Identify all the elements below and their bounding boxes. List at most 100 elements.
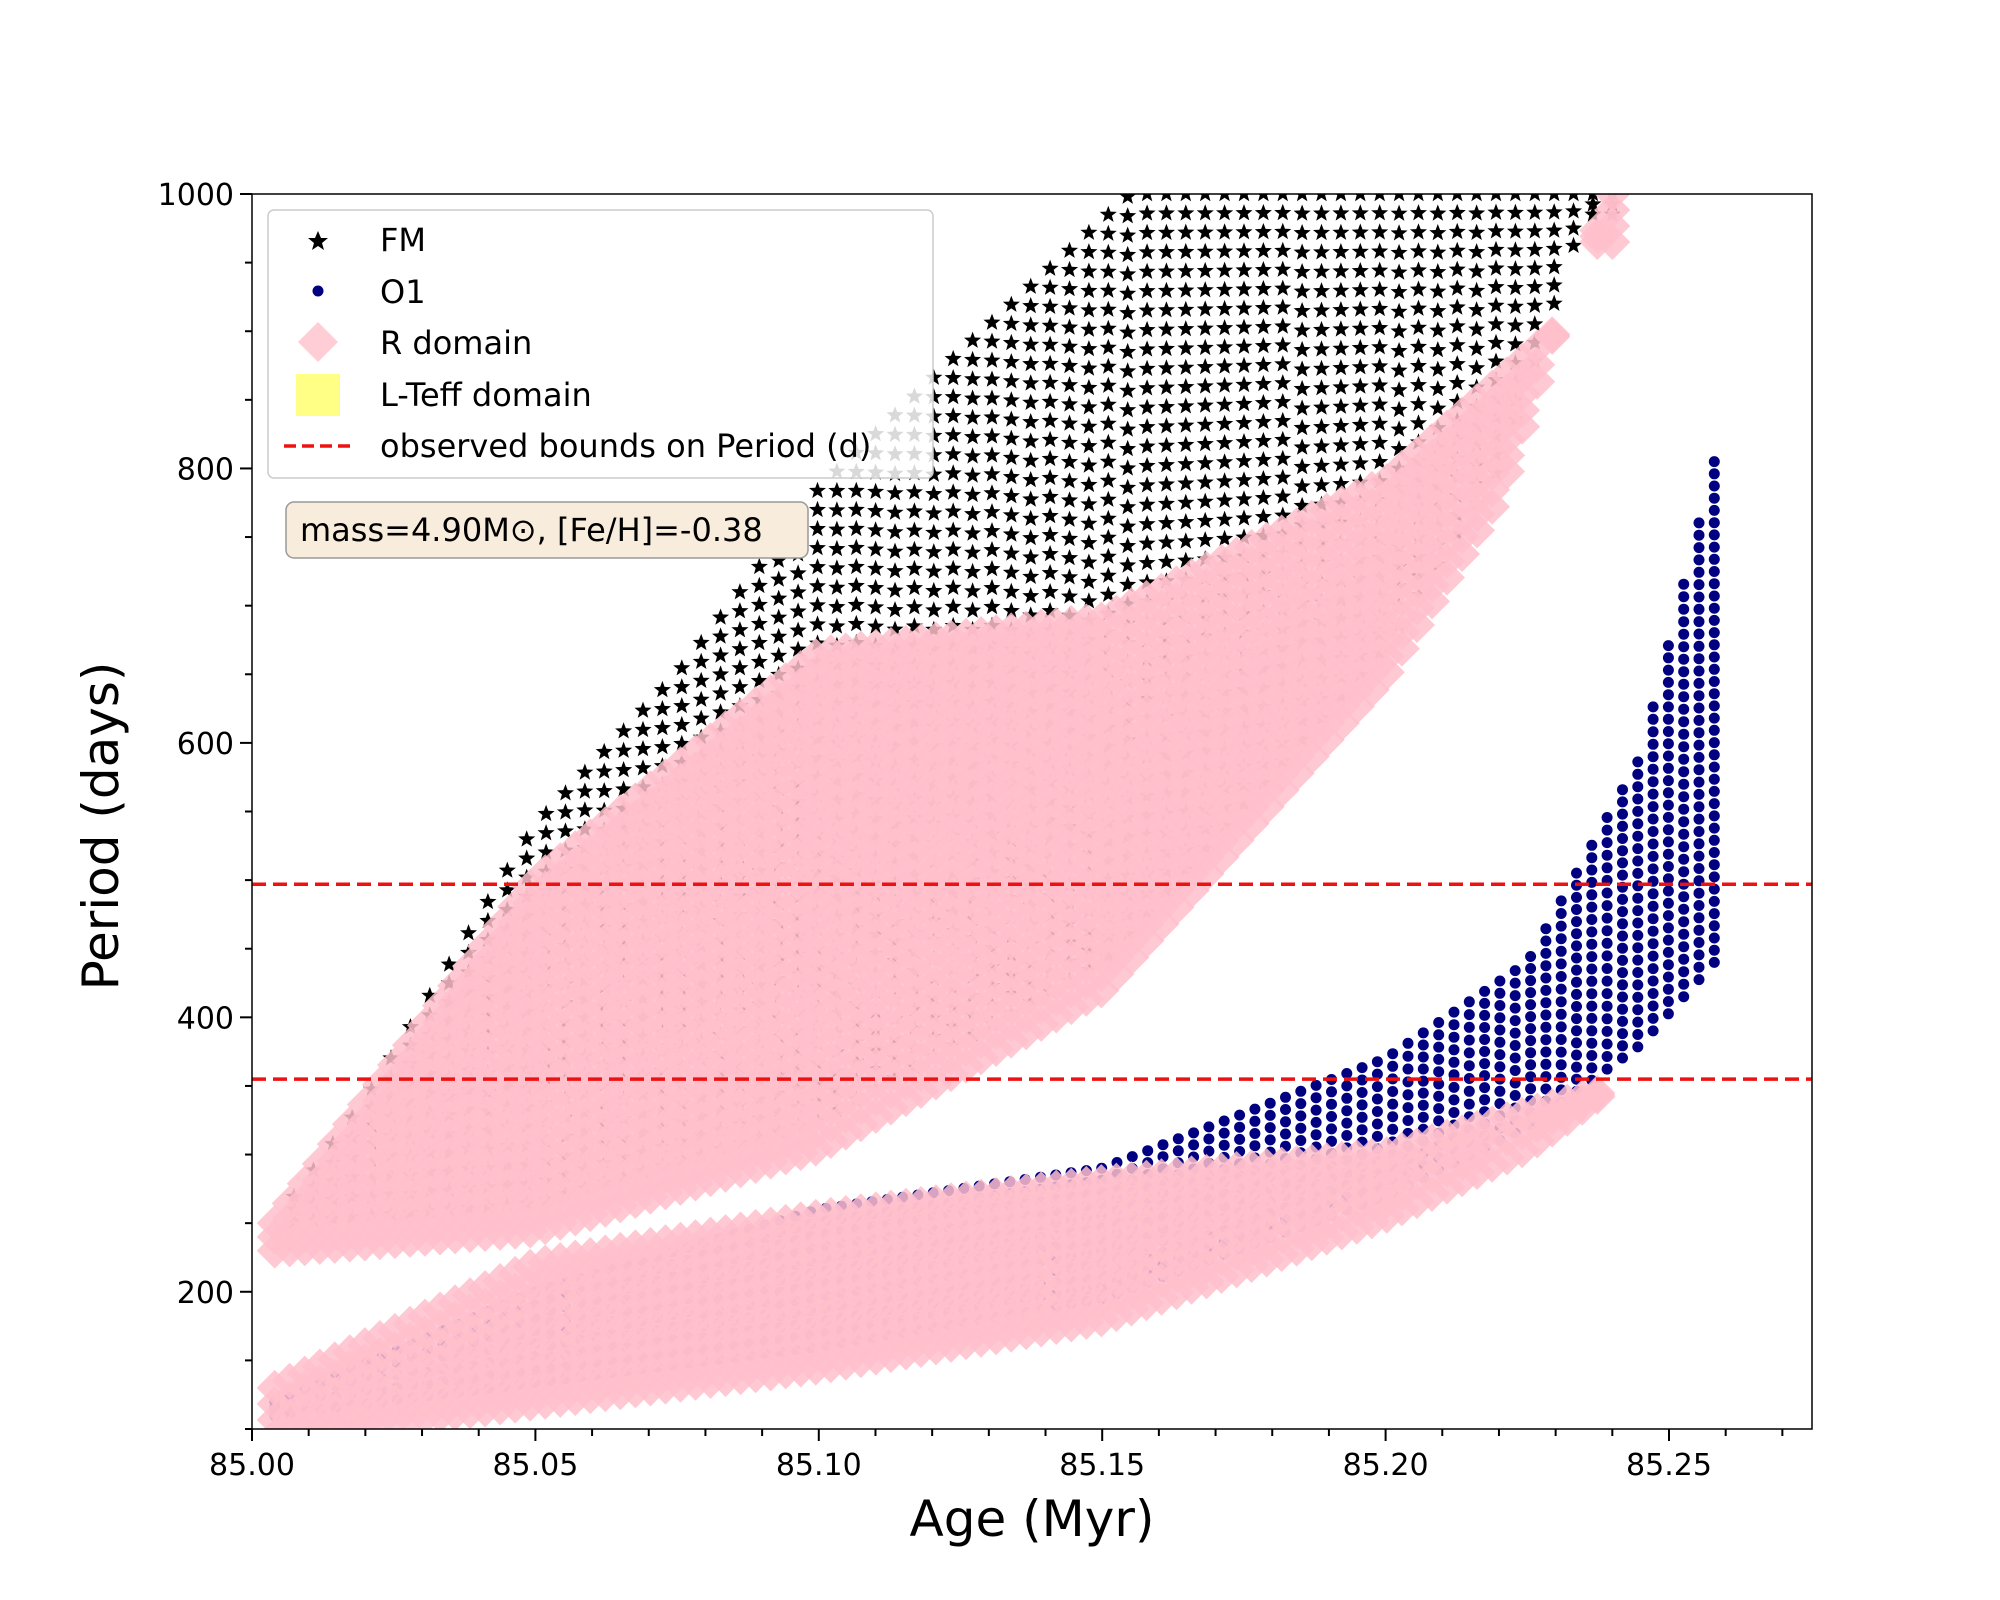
o1-circle-marker bbox=[1662, 873, 1674, 885]
o1-circle-marker bbox=[1601, 900, 1613, 912]
fm-star-marker bbox=[1022, 548, 1040, 565]
o1-circle-marker bbox=[1249, 1140, 1261, 1152]
o1-circle-marker bbox=[1708, 700, 1720, 712]
fm-star-marker bbox=[1526, 296, 1544, 313]
o1-circle-marker bbox=[1693, 739, 1705, 751]
fm-star-marker bbox=[1313, 301, 1331, 318]
o1-circle-marker bbox=[1218, 1115, 1230, 1127]
o1-circle-marker bbox=[1647, 763, 1659, 775]
fm-star-marker bbox=[1080, 592, 1098, 609]
o1-circle-marker bbox=[1295, 1135, 1307, 1146]
o1-circle-marker bbox=[1708, 663, 1720, 675]
o1-circle-marker bbox=[1693, 887, 1705, 899]
fm-star-marker bbox=[983, 351, 1001, 368]
o1-circle-marker bbox=[1264, 1134, 1276, 1146]
fm-star-marker bbox=[1409, 204, 1427, 221]
fm-star-marker bbox=[1429, 302, 1447, 319]
o1-circle-marker bbox=[1433, 1103, 1445, 1115]
fm-star-marker bbox=[1041, 468, 1059, 486]
fm-star-marker bbox=[1022, 490, 1040, 507]
o1-circle-marker bbox=[1708, 785, 1720, 797]
fm-star-marker bbox=[770, 570, 788, 587]
o1-circle-marker bbox=[1662, 996, 1674, 1007]
o1-circle-marker bbox=[1509, 1002, 1521, 1014]
o1-circle-marker bbox=[1509, 1040, 1521, 1051]
fm-star-marker bbox=[847, 500, 865, 518]
o1-circle-marker bbox=[1647, 938, 1659, 950]
o1-circle-marker bbox=[1708, 639, 1720, 651]
fm-star-marker bbox=[944, 540, 962, 557]
o1-circle-marker bbox=[1693, 863, 1705, 874]
fm-star-marker bbox=[944, 388, 962, 405]
fm-star-marker bbox=[1099, 547, 1117, 564]
fm-star-marker bbox=[1468, 301, 1486, 318]
fm-star-marker bbox=[1157, 456, 1175, 473]
fm-star-marker bbox=[925, 388, 943, 405]
o1-circle-marker bbox=[1586, 852, 1598, 864]
fm-star-marker bbox=[1545, 258, 1563, 275]
fm-star-marker bbox=[1022, 297, 1040, 314]
fm-star-marker bbox=[1002, 582, 1020, 600]
fm-star-marker bbox=[576, 801, 594, 818]
fm-star-marker bbox=[1022, 316, 1040, 333]
fm-star-marker bbox=[1060, 529, 1079, 547]
o1-circle-marker bbox=[1509, 1027, 1521, 1039]
fm-star-marker bbox=[1180, 194, 1192, 202]
o1-circle-marker bbox=[1662, 652, 1674, 664]
fm-star-marker bbox=[1468, 243, 1486, 260]
fm-star-marker bbox=[1161, 194, 1172, 202]
fm-star-marker bbox=[1274, 260, 1292, 277]
o1-circle-marker bbox=[1632, 830, 1644, 842]
fm-star-marker bbox=[1235, 414, 1253, 431]
fm-star-marker bbox=[1157, 301, 1175, 318]
fm-star-marker bbox=[867, 579, 885, 596]
fm-star-marker bbox=[1293, 243, 1311, 260]
fm-star-marker bbox=[1080, 340, 1098, 357]
o1-circle-marker bbox=[1617, 1003, 1628, 1015]
o1-circle-marker bbox=[1693, 640, 1705, 652]
fm-star-marker bbox=[1293, 438, 1311, 455]
fm-star-marker bbox=[556, 803, 574, 820]
o1-circle-marker bbox=[1662, 848, 1674, 860]
o1-circle-marker bbox=[1571, 1061, 1582, 1073]
fm-star-marker bbox=[712, 703, 730, 720]
fm-star-marker bbox=[1099, 357, 1117, 374]
fm-star-marker bbox=[1313, 262, 1331, 279]
fm-star-marker bbox=[1138, 243, 1156, 260]
fm-star-marker bbox=[1138, 456, 1156, 474]
o1-circle-marker bbox=[1708, 883, 1720, 895]
fm-star-marker bbox=[1080, 495, 1098, 512]
fm-star-marker bbox=[1099, 509, 1117, 526]
fm-star-marker bbox=[576, 782, 594, 799]
o1-circle-marker bbox=[1678, 991, 1690, 1003]
o1-circle-marker bbox=[1632, 805, 1644, 817]
o1-circle-marker bbox=[1678, 978, 1690, 990]
fm-star-marker bbox=[964, 447, 982, 464]
o1-circle-marker bbox=[1540, 923, 1552, 935]
o1-circle-marker bbox=[1708, 822, 1720, 834]
fm-star-marker bbox=[1022, 393, 1040, 410]
o1-circle-marker bbox=[1693, 826, 1705, 837]
o1-circle-marker bbox=[1417, 1099, 1429, 1111]
fm-star-marker bbox=[673, 697, 691, 714]
fm-star-marker bbox=[1274, 336, 1292, 353]
fm-star-marker bbox=[750, 671, 768, 689]
o1-circle-marker bbox=[1708, 602, 1720, 614]
fm-star-marker bbox=[944, 521, 962, 538]
fm-star-marker bbox=[1022, 277, 1040, 294]
o1-circle-marker bbox=[1494, 1012, 1506, 1024]
fm-star-marker bbox=[1080, 223, 1098, 240]
fm-star-marker bbox=[1313, 379, 1331, 396]
o1-circle-marker bbox=[1586, 876, 1598, 888]
fm-star-marker bbox=[1119, 439, 1137, 457]
fm-star-marker bbox=[1060, 549, 1079, 566]
fm-star-marker bbox=[1332, 359, 1350, 376]
fm-star-marker bbox=[905, 598, 923, 615]
fm-star-marker bbox=[1099, 433, 1117, 450]
o1-circle-marker bbox=[1617, 857, 1628, 869]
o1-circle-marker bbox=[1708, 737, 1720, 749]
o1-circle-marker bbox=[1601, 988, 1613, 1000]
o1-circle-marker bbox=[1494, 1085, 1506, 1097]
o1-circle-marker bbox=[1203, 1121, 1215, 1133]
fm-star-marker bbox=[537, 824, 555, 841]
